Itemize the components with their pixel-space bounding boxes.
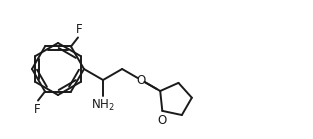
Text: F: F: [34, 103, 40, 116]
Text: NH$_2$: NH$_2$: [91, 98, 115, 113]
Text: O: O: [136, 74, 146, 86]
Text: O: O: [158, 114, 167, 127]
Text: F: F: [76, 23, 82, 36]
